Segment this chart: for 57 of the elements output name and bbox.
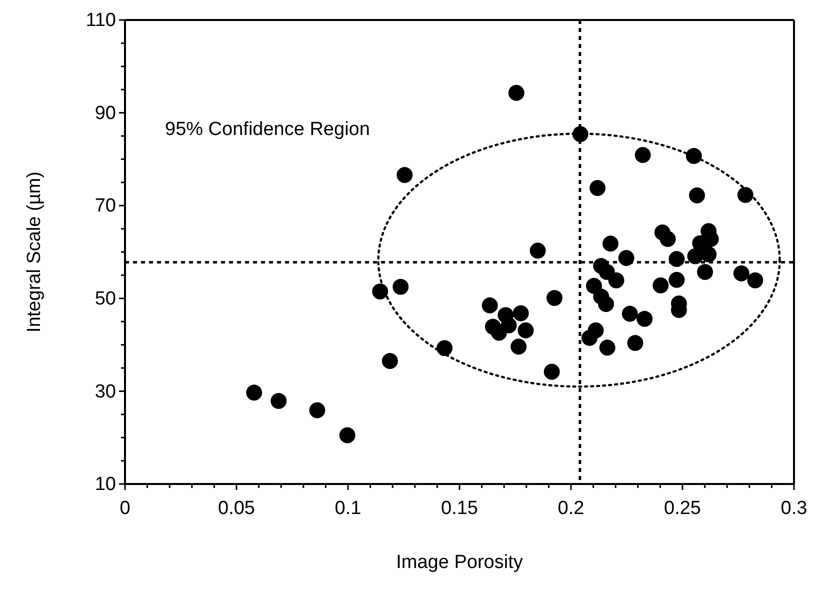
point bbox=[737, 186, 754, 203]
point bbox=[618, 250, 634, 266]
x-tick-label: 0.25 bbox=[664, 498, 701, 519]
point bbox=[652, 277, 669, 294]
x-tick-label: 0.05 bbox=[218, 498, 255, 519]
point bbox=[602, 236, 618, 252]
point bbox=[512, 305, 529, 322]
point bbox=[598, 296, 614, 312]
point bbox=[590, 180, 606, 196]
y-tick-label: 50 bbox=[94, 288, 116, 310]
point bbox=[697, 264, 713, 280]
point bbox=[546, 290, 562, 306]
point bbox=[510, 338, 527, 355]
point bbox=[530, 242, 546, 259]
point bbox=[634, 147, 651, 163]
x-tick-label: 0.15 bbox=[441, 498, 478, 519]
point bbox=[482, 297, 498, 314]
point bbox=[686, 148, 702, 164]
point bbox=[627, 334, 644, 351]
x-tick-label: 0.2 bbox=[558, 498, 584, 519]
point bbox=[668, 250, 685, 267]
point bbox=[270, 392, 287, 409]
y-axis-title: Integral Scale (µm) bbox=[24, 172, 45, 332]
point bbox=[246, 384, 262, 401]
point bbox=[309, 402, 326, 418]
y-tick-label: 30 bbox=[94, 381, 116, 402]
point bbox=[518, 322, 534, 338]
point bbox=[622, 306, 638, 322]
x-tick-label: 0.3 bbox=[780, 498, 808, 519]
point bbox=[660, 231, 676, 247]
point bbox=[508, 84, 524, 101]
point bbox=[396, 167, 413, 183]
point bbox=[382, 353, 398, 370]
point bbox=[339, 427, 356, 444]
point bbox=[544, 364, 560, 380]
point bbox=[392, 278, 409, 295]
x-tick-label: 0 bbox=[120, 498, 130, 519]
y-tick-label: 90 bbox=[94, 102, 116, 124]
x-tick-label: 0.1 bbox=[334, 498, 362, 519]
point bbox=[692, 235, 708, 252]
point bbox=[436, 340, 453, 356]
x-axis-title: Image Porosity bbox=[396, 552, 524, 573]
point bbox=[599, 340, 616, 356]
point bbox=[747, 272, 764, 288]
point bbox=[700, 246, 717, 262]
point bbox=[689, 187, 705, 204]
y-tick-label: 110 bbox=[86, 10, 116, 32]
point bbox=[636, 310, 653, 327]
point bbox=[668, 272, 685, 288]
point bbox=[500, 317, 517, 334]
annotation: 95% Confidence Region bbox=[165, 119, 370, 140]
point bbox=[582, 330, 598, 346]
y-tick-label: 70 bbox=[94, 196, 116, 217]
point bbox=[733, 265, 750, 282]
point bbox=[608, 272, 624, 288]
point bbox=[372, 283, 388, 300]
y-tick-label: 10 bbox=[94, 474, 116, 496]
